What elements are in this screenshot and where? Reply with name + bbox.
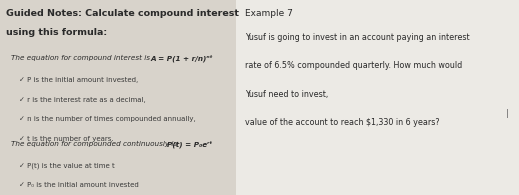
Text: rate of 6.5% compounded quarterly. How much would: rate of 6.5% compounded quarterly. How m… xyxy=(245,61,463,70)
Text: ✓ P is the initial amount invested,: ✓ P is the initial amount invested, xyxy=(19,77,139,83)
Text: Example 7: Example 7 xyxy=(245,9,293,18)
Text: Yusuf need to invest,: Yusuf need to invest, xyxy=(245,90,331,99)
Text: ✓ P₀ is the initial amount invested: ✓ P₀ is the initial amount invested xyxy=(19,182,139,188)
Text: using this formula:: using this formula: xyxy=(6,28,107,37)
Text: Yusuf is going to invest in an account paying an interest: Yusuf is going to invest in an account p… xyxy=(245,33,470,42)
FancyBboxPatch shape xyxy=(236,0,519,195)
Text: A = P(1 + r/n)ⁿᵗ: A = P(1 + r/n)ⁿᵗ xyxy=(151,55,213,62)
Text: P(t) = P₀eʳᵗ: P(t) = P₀eʳᵗ xyxy=(162,140,212,148)
Text: The equation for compounded continuously is: The equation for compounded continuously… xyxy=(11,140,177,146)
Text: value of the account to reach $1,330 in 6 years?: value of the account to reach $1,330 in … xyxy=(245,118,440,127)
Text: The equation for compound interest is: The equation for compound interest is xyxy=(11,55,153,61)
Text: ✓ r is the interest rate as a decimal,: ✓ r is the interest rate as a decimal, xyxy=(19,97,146,103)
Text: ✓ n is the number of times compounded annually,: ✓ n is the number of times compounded an… xyxy=(19,116,196,122)
Text: ✓ t is the number of years.: ✓ t is the number of years. xyxy=(19,136,114,142)
Text: |: | xyxy=(506,109,509,118)
Text: Guided Notes: Calculate compound interest: Guided Notes: Calculate compound interes… xyxy=(6,9,239,18)
Text: ✓ P(t) is the value at time t: ✓ P(t) is the value at time t xyxy=(19,163,115,169)
FancyBboxPatch shape xyxy=(0,0,236,195)
